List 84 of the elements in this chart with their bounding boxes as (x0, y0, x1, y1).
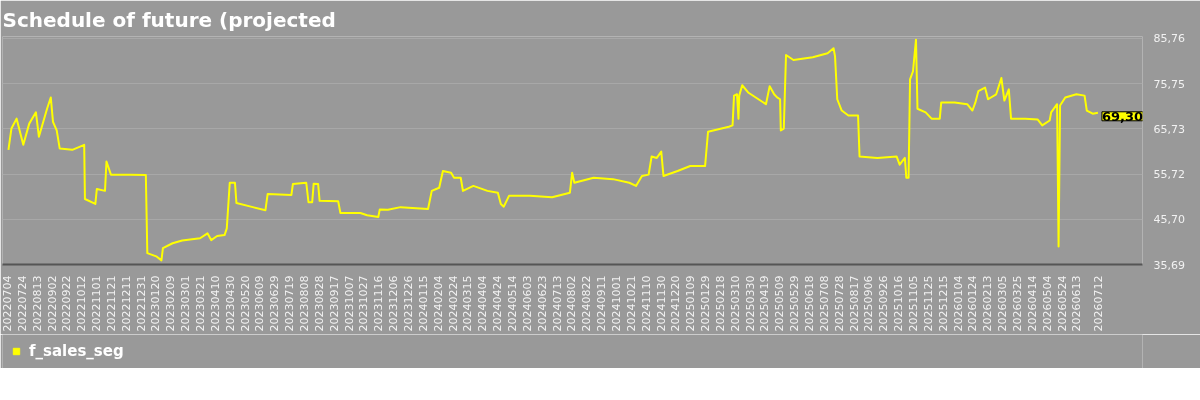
x-tick-label: 20260504 (1040, 275, 1054, 332)
x-tick-label: 20240315 (461, 275, 475, 332)
x-tick-label: 20241001 (609, 275, 623, 332)
x-tick-label: 20240115 (416, 275, 430, 332)
x-tick-label: 20241021 (624, 275, 638, 332)
x-tick-label: 20240514 (505, 275, 519, 332)
y-tick-label: 35,69 (1153, 258, 1185, 272)
x-tick-label: 20240603 (520, 275, 534, 332)
y-tick-label: 75,75 (1153, 77, 1185, 91)
y-tick-label: 45,70 (1153, 213, 1185, 227)
y-tick-label: 85,76 (1153, 32, 1185, 46)
x-tick-label: 20260712 (1091, 275, 1105, 332)
x-tick-label: 20240713 (550, 275, 564, 332)
x-tick-label: 20240911 (595, 275, 609, 332)
y-tick-label: 65,73 (1153, 122, 1185, 136)
x-tick-label: 20231226 (402, 275, 415, 332)
x-tick-label: 20250419 (758, 275, 772, 332)
line-series (7, 38, 1099, 262)
x-tick-label: 20240623 (535, 275, 549, 332)
x-tick-label: 20230828 (312, 275, 326, 332)
x-tick-label: 20250728 (832, 275, 846, 332)
x-tick-label: 20220922 (60, 275, 74, 332)
x-tick-label: 20240224 (446, 275, 460, 332)
x-tick-label: 20221231 (134, 275, 148, 332)
x-tick-label: 20260325 (1010, 275, 1024, 332)
x-tick-label: 20230609 (253, 275, 267, 332)
x-tick-label: 20230719 (283, 275, 297, 332)
x-tick-label: 20220724 (15, 275, 29, 332)
x-tick-label: 20230301 (179, 275, 193, 332)
x-tick-label: 20230430 (223, 275, 237, 332)
x-tick-label: 20221012 (75, 275, 89, 332)
x-tick-label: 20250817 (847, 275, 861, 332)
x-tick-label: 20231116 (372, 275, 386, 332)
x-tick-label: 20240404 (476, 275, 490, 332)
x-tick-label: 20240424 (491, 275, 505, 332)
x-tick-label: 20241130 (654, 275, 668, 332)
x-tick-label: 20231206 (387, 275, 401, 332)
x-tick-label: 20251105 (907, 275, 921, 332)
x-tick-label: 20230520 (238, 275, 252, 332)
y-tick-label: 55,72 (1153, 168, 1185, 182)
x-tick-label: 20240822 (580, 275, 594, 332)
x-tick-label: 20220704 (0, 275, 14, 332)
x-tick-label: 20250129 (699, 275, 713, 332)
legend-label: f_sales_seg (29, 342, 124, 360)
x-tick-label: 20250310 (728, 275, 742, 332)
x-tick-label: 20250708 (817, 275, 831, 332)
x-tick-label: 20250926 (877, 275, 891, 332)
x-tick-label: 20220813 (30, 275, 44, 332)
x-tick-label: 20251125 (921, 275, 935, 332)
x-tick-label: 20260213 (981, 275, 995, 332)
x-tick-label: 20250218 (713, 275, 727, 332)
x-tick-label: 20260613 (1070, 275, 1084, 332)
chart-title: Schedule of future (projected (2, 7, 336, 32)
x-tick-label: 20231027 (357, 275, 371, 332)
x-tick-label: 20230629 (268, 275, 282, 332)
x-tick-label: 20230321 (194, 275, 208, 332)
x-tick-label: 20260524 (1055, 275, 1069, 332)
x-tick-label: 20250906 (862, 275, 876, 332)
x-tick-label: 20251215 (936, 275, 950, 332)
x-tick-label: 20230209 (164, 275, 178, 332)
x-tick-label: 20230917 (327, 275, 341, 332)
x-tick-label: 20250618 (803, 275, 817, 332)
x-tick-label: 20241220 (669, 275, 683, 332)
x-tick-label: 20260305 (996, 275, 1010, 332)
x-tick-label: 20230808 (298, 275, 312, 332)
x-tick-label: 20221101 (90, 275, 104, 332)
annotation: 69,30 (1101, 108, 1144, 124)
x-tick-label: 20231007 (342, 275, 356, 332)
x-tick-label: 20241110 (639, 275, 653, 332)
x-tick-label: 20250509 (773, 275, 787, 332)
x-tick-label: 20250330 (743, 275, 757, 332)
x-tick-label: 20240204 (431, 275, 445, 332)
x-tick-label: 20221121 (104, 275, 118, 332)
x-tick-label: 20250109 (684, 275, 698, 332)
x-tick-label: 20251016 (892, 275, 906, 332)
x-tick-label: 20250529 (788, 275, 802, 332)
x-tick-label: 20230410 (208, 275, 222, 332)
x-tick-label: 20260104 (951, 275, 965, 332)
x-tick-label: 20260124 (966, 275, 980, 332)
x-tick-label: 20230120 (149, 275, 163, 332)
x-tick-label: 20221211 (119, 275, 133, 332)
x-tick-label: 20260414 (1025, 275, 1039, 332)
x-tick-label: 20240802 (565, 275, 579, 332)
x-tick-label: 20220902 (45, 275, 59, 332)
